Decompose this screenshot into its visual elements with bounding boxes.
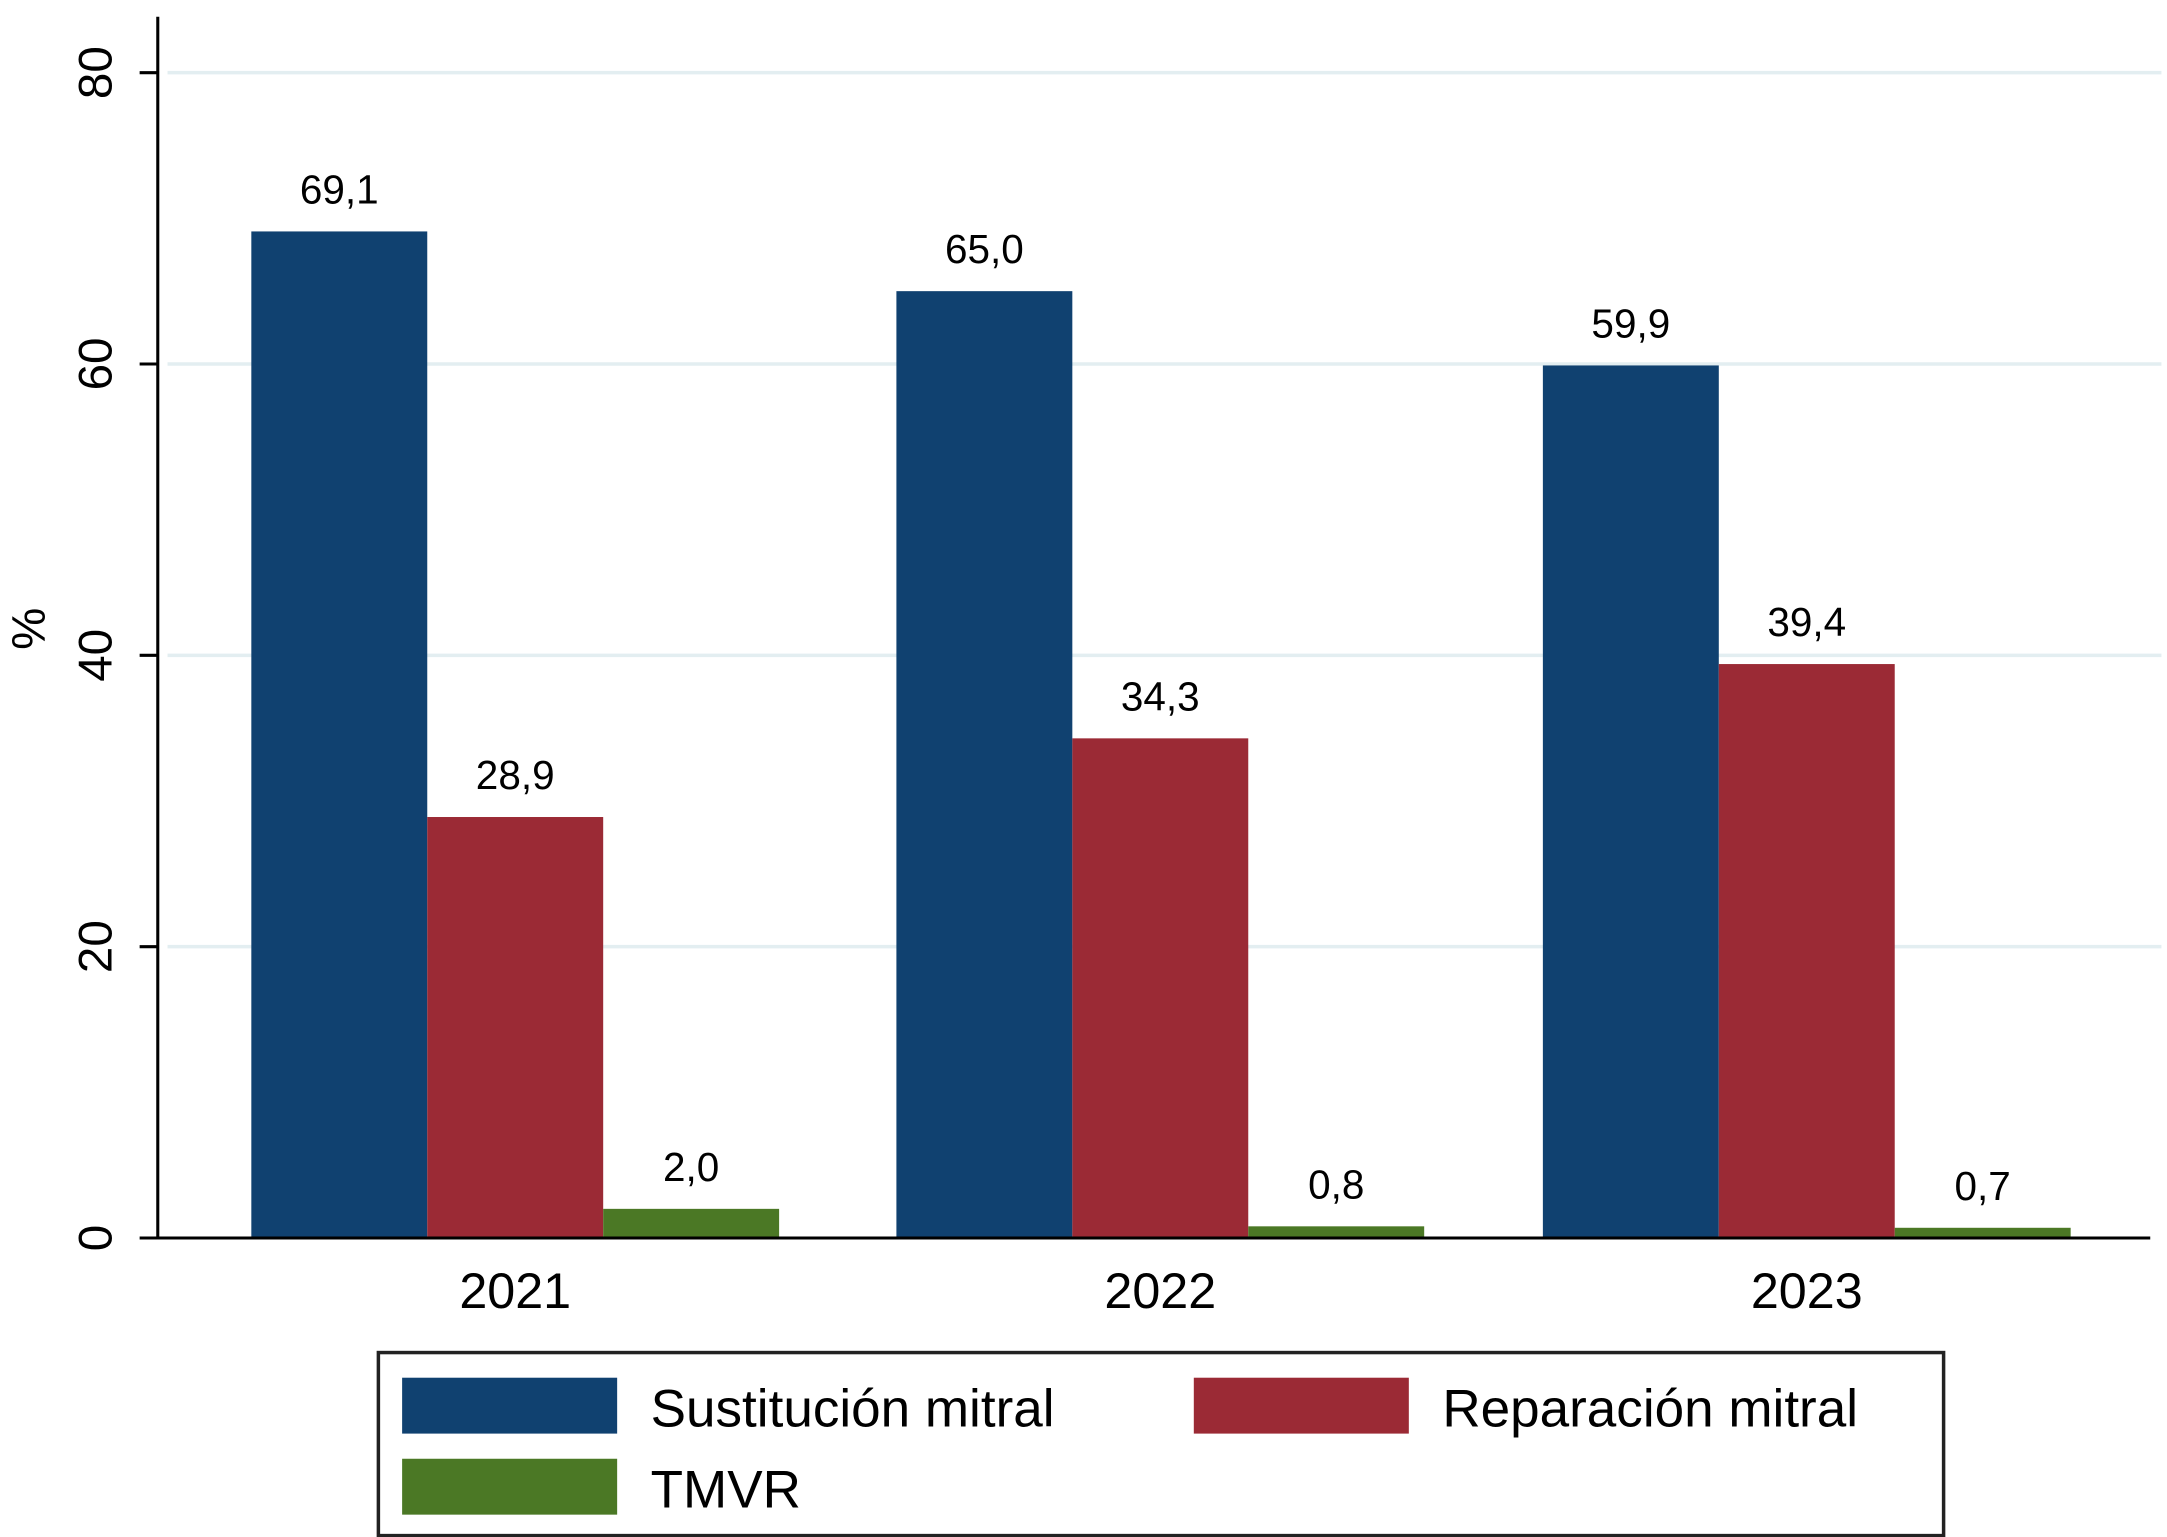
value-label: 2,0	[663, 1144, 719, 1190]
legend: Sustitución mitral Reparación mitral TMVR	[376, 1350, 1946, 1537]
x-tick-labels: 2021 2022 2023	[459, 1262, 1862, 1319]
value-label: 0,7	[1955, 1163, 2011, 1209]
value-label: 28,9	[476, 752, 555, 798]
legend-label: TMVR	[651, 1461, 801, 1520]
x-tick-label: 2021	[459, 1262, 571, 1319]
legend-label: Sustitución mitral	[651, 1380, 1055, 1439]
value-label: 69,1	[300, 166, 379, 212]
value-label: 39,4	[1767, 599, 1846, 645]
y-axis-title: %	[3, 608, 56, 650]
value-labels: 69,1 28,9 2,0 65,0 34,3 0,8 59,9 39,4 0,7	[300, 166, 2011, 1208]
bar-2021-1	[427, 817, 604, 1238]
legend-swatch	[1193, 1377, 1409, 1434]
bar-2022-1	[1072, 738, 1249, 1238]
value-label: 59,9	[1591, 300, 1670, 346]
bar-2023-1	[1718, 664, 1895, 1238]
bar-2022-0	[896, 291, 1073, 1238]
axes	[156, 16, 2151, 1240]
y-tick-label: 80	[70, 46, 123, 99]
bars	[251, 231, 2071, 1238]
bar-2022-2	[1248, 1226, 1425, 1238]
legend-swatch	[402, 1458, 618, 1515]
y-tick-label: 0	[70, 1225, 123, 1251]
x-tick-label: 2022	[1104, 1262, 1216, 1319]
bar-2023-2	[1894, 1227, 2071, 1238]
x-tick-label: 2023	[1751, 1262, 1863, 1319]
value-label: 65,0	[945, 226, 1024, 272]
y-tick-label: 40	[70, 629, 123, 682]
y-ticks: 0 20 40 60 80	[70, 46, 158, 1251]
bar-2021-2	[603, 1208, 780, 1238]
legend-box	[376, 1350, 1946, 1537]
value-label: 34,3	[1121, 673, 1200, 719]
y-tick-label: 60	[70, 338, 123, 391]
y-tick-label: 20	[70, 920, 123, 973]
legend-swatch	[402, 1377, 618, 1434]
bar-2021-0	[251, 231, 428, 1238]
legend-label: Reparación mitral	[1442, 1380, 1858, 1439]
value-label: 0,8	[1308, 1161, 1364, 1207]
bar-2023-0	[1542, 365, 1719, 1238]
